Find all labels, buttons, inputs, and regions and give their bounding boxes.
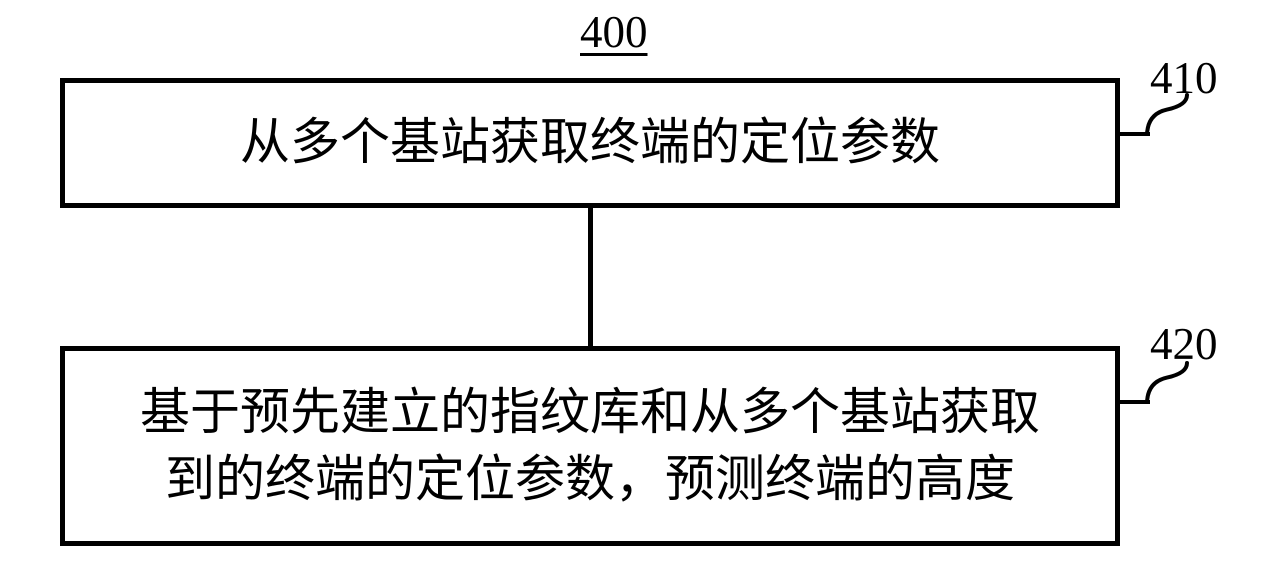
leader-line-410-curve — [1144, 92, 1190, 136]
flow-step-410: 从多个基站获取终端的定位参数 — [60, 78, 1120, 208]
flow-step-410-text: 从多个基站获取终端的定位参数 — [240, 109, 940, 177]
connector-line — [588, 208, 593, 346]
flow-step-420: 基于预先建立的指纹库和从多个基站获取 到的终端的定位参数，预测终端的高度 — [60, 346, 1120, 546]
flow-step-420-line1: 基于预先建立的指纹库和从多个基站获取 — [140, 379, 1040, 447]
figure-number-title: 400 — [580, 6, 648, 58]
flow-step-420-line2: 到的终端的定位参数，预测终端的高度 — [165, 446, 1015, 514]
diagram-canvas: 400 从多个基站获取终端的定位参数 410 基于预先建立的指纹库和从多个基站获… — [0, 0, 1269, 579]
leader-line-420-curve — [1144, 360, 1190, 404]
